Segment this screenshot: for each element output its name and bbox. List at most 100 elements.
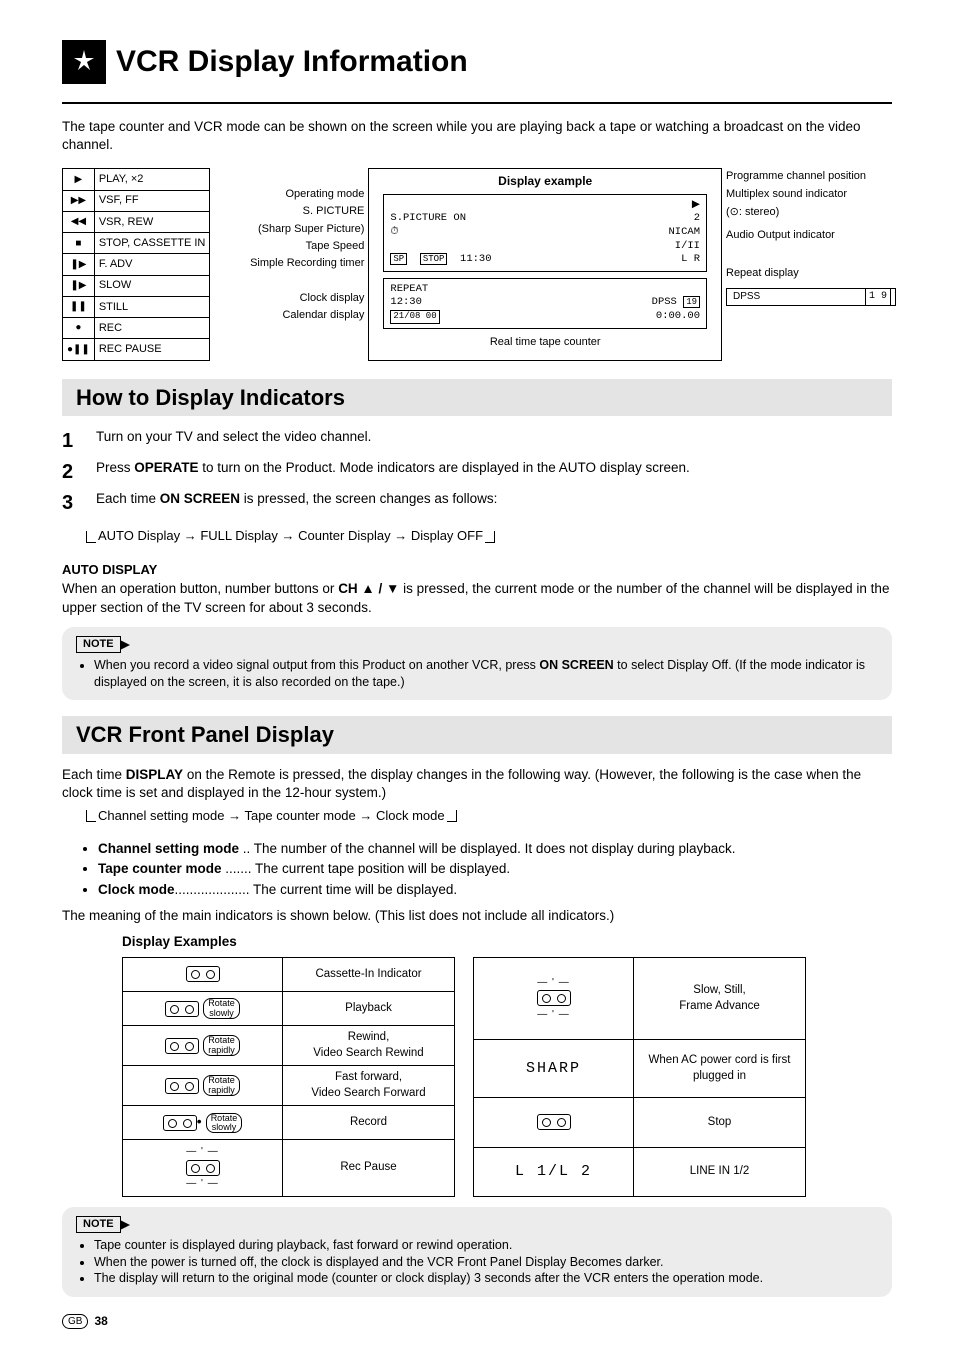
right-label-column: Programme channel position Multiplex sou… — [722, 168, 892, 360]
mode-item: Channel setting mode .. The number of th… — [98, 840, 892, 858]
cassette-icon — [537, 1114, 571, 1130]
mode-icon: ▶ — [63, 169, 95, 190]
page-footer: GB 38 — [62, 1313, 892, 1329]
mode-row: ▶PLAY, ×2 — [63, 169, 210, 190]
disp-ex-graphic — [123, 958, 283, 992]
dpss-label: DPSS — [733, 289, 760, 305]
note2-item: When the power is turned off, the clock … — [94, 1254, 878, 1271]
disp-ex-label: Fast forward,Video Search Forward — [283, 1066, 455, 1106]
disp-ex-label: Rewind,Video Search Rewind — [283, 1026, 455, 1066]
cassette-blink-icon — [186, 1160, 220, 1176]
disp-ex-row: RotaterapidlyFast forward,Video Search F… — [123, 1066, 455, 1106]
mode-icon: ◀◀ — [63, 211, 95, 232]
osd-box-1: ▶ S.PICTURE ON 2 ⏱ NICAM I/II SP STOP — [383, 194, 707, 272]
intro-text: The tape counter and VCR mode can be sho… — [62, 118, 892, 154]
osd-spicture: S.PICTURE ON — [390, 212, 466, 226]
disp-ex-row: RotaterapidlyRewind,Video Search Rewind — [123, 1026, 455, 1066]
page-title: VCR Display Information — [116, 42, 468, 83]
label-multiplex-sub: (⊙: stereo) — [726, 204, 892, 222]
disp-ex-label: Slow, Still,Frame Advance — [634, 958, 806, 1040]
label-tape-speed: Tape Speed — [218, 238, 364, 255]
mode-label: VSF, FF — [94, 190, 210, 211]
note-label-1: NOTE — [76, 636, 121, 653]
disp-ex-row: •RotateslowlyRecord — [123, 1106, 455, 1140]
front-panel-p2: The meaning of the main indicators is sh… — [62, 907, 892, 925]
step-1: 1Turn on your TV and select the video ch… — [62, 428, 892, 455]
title-icon — [62, 40, 106, 84]
front-panel-p1: Each time DISPLAY on the Remote is press… — [62, 766, 892, 802]
mode-label: VSR, REW — [94, 211, 210, 232]
gb-badge: GB — [62, 1314, 88, 1330]
mode-row: ■STOP, CASSETTE IN — [63, 233, 210, 254]
cassette-rew-icon — [165, 1038, 199, 1054]
mode-row: ●❚❚REC PAUSE — [63, 339, 210, 360]
dpss-seg: 1 9 — [865, 288, 891, 306]
mode-row: ▶▶VSF, FF — [63, 190, 210, 211]
osd-stop: STOP — [420, 253, 448, 265]
mode-item: Clock mode.................... The curre… — [98, 881, 892, 899]
left-label-column: Operating mode S. PICTURE (Sharp Super P… — [218, 168, 368, 360]
note-label-2: NOTE — [76, 1216, 121, 1233]
osd-box-2: REPEAT 12:30 DPSS 19 21/08 00 0:00.00 — [383, 278, 707, 329]
mode-label: STOP, CASSETTE IN — [94, 233, 210, 254]
step-2: 2Press OPERATE to turn on the Product. M… — [62, 459, 892, 486]
osd-time: 11:30 — [460, 253, 492, 265]
label-multiplex: Multiplex sound indicator — [726, 186, 892, 204]
label-spicture: S. PICTURE — [218, 203, 364, 220]
disp-ex-label: Cassette-In Indicator — [283, 958, 455, 992]
mode-row: ❚▶F. ADV — [63, 254, 210, 275]
label-clock: Clock display — [218, 290, 364, 307]
label-calendar: Calendar display — [218, 307, 364, 324]
realtime-caption: Real time tape counter — [377, 335, 713, 350]
dpss-indicator: DPSS 1 9 — [726, 288, 896, 306]
display-examples-table-1: Cassette-In IndicatorRotateslowlyPlaybac… — [122, 957, 455, 1197]
label-simple-rec: Simple Recording timer — [218, 255, 364, 272]
cassette-icon — [186, 966, 220, 982]
label-operating-mode: Operating mode — [218, 186, 364, 203]
disp-ex-graphic: L 1/L 2 — [474, 1147, 634, 1196]
cassette-rotate-icon — [165, 1001, 199, 1017]
mode-label: SLOW — [94, 275, 210, 296]
disp-ex-row: RotateslowlyPlayback — [123, 992, 455, 1026]
display-examples: Cassette-In IndicatorRotateslowlyPlaybac… — [122, 957, 892, 1197]
disp-ex-row: Stop — [474, 1098, 806, 1147]
auto-body-b: CH ▲ / ▼ — [338, 581, 399, 596]
seg-line: L 1/L 2 — [515, 1163, 592, 1180]
mode-icon: ❚▶ — [63, 254, 95, 275]
mode-icon: ▶▶ — [63, 190, 95, 211]
note-list-2: Tape counter is displayed during playbac… — [76, 1237, 878, 1288]
note2-item: The display will return to the original … — [94, 1270, 878, 1287]
disp-ex-graphic: Rotaterapidly — [123, 1026, 283, 1066]
disp-ex-label: Rec Pause — [283, 1140, 455, 1197]
mode-label: REC PAUSE — [94, 339, 210, 360]
mode-row: ❚❚STILL — [63, 296, 210, 317]
mode-icon: ●❚❚ — [63, 339, 95, 360]
disp-ex-label: When AC power cord is first plugged in — [634, 1040, 806, 1098]
cassette-ff-icon — [165, 1078, 199, 1094]
mode-icon: ● — [63, 318, 95, 339]
osd-dpss-num: 19 — [683, 296, 700, 308]
disp-ex-row: — ' —— ' —Slow, Still,Frame Advance — [474, 958, 806, 1040]
mode-label: PLAY, ×2 — [94, 169, 210, 190]
label-prog-channel: Programme channel position — [726, 168, 892, 186]
mode-icon: ❚❚ — [63, 296, 95, 317]
osd-counter: 0:00.00 — [656, 310, 700, 324]
front-panel-flow-text: Channel setting mode → Tape counter mode… — [98, 808, 445, 823]
title-underline — [62, 102, 892, 104]
auto-body-a: When an operation button, number buttons… — [62, 581, 338, 596]
cassette-blink-icon — [537, 990, 571, 1006]
note-block-2: NOTE Tape counter is displayed during pl… — [62, 1207, 892, 1297]
mode-icon: ■ — [63, 233, 95, 254]
section-how-to: How to Display Indicators — [62, 379, 892, 417]
osd-play-icon: ▶ — [692, 199, 700, 213]
page-title-row: VCR Display Information — [62, 40, 892, 84]
step-2-text: Press OPERATE to turn on the Product. Mo… — [96, 459, 690, 486]
label-audio-output: Audio Output indicator — [726, 227, 892, 245]
mode-row: ◀◀VSR, REW — [63, 211, 210, 232]
disp-ex-label: Playback — [283, 992, 455, 1026]
step-1-text: Turn on your TV and select the video cha… — [96, 428, 371, 455]
osd-sp: SP — [390, 253, 407, 265]
disp-ex-graphic — [474, 1098, 634, 1147]
front-panel-flow: Channel setting mode → Tape counter mode… — [86, 807, 892, 825]
mode-item: Tape counter mode ....... The current ta… — [98, 860, 892, 878]
